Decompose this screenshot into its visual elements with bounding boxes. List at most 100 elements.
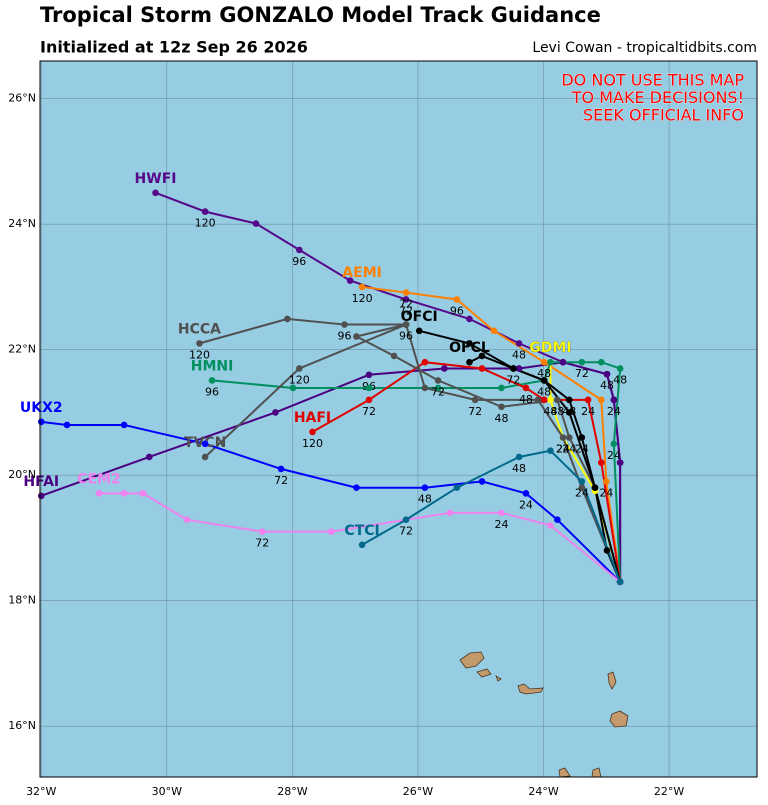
track-point	[201, 440, 209, 448]
track-point	[540, 396, 548, 404]
hour-label: 72	[274, 474, 288, 487]
y-tick-label: 26°N	[8, 92, 36, 105]
track-point	[578, 484, 586, 492]
model-name: CTCI	[344, 523, 379, 539]
track-point	[466, 315, 473, 323]
hour-label: 48	[537, 367, 551, 380]
hour-label: 96	[292, 255, 306, 268]
track-line	[99, 492, 621, 583]
model-name: OFCI	[401, 309, 438, 325]
track-point	[296, 246, 303, 254]
x-tick-label: 26°W	[403, 785, 433, 798]
track-point	[597, 459, 605, 466]
track-point	[441, 365, 448, 372]
y-tick-label: 20°N	[8, 468, 36, 481]
model-name: OFCL	[449, 340, 490, 356]
track-point	[578, 358, 586, 366]
track-point	[534, 396, 542, 404]
track-point	[421, 384, 429, 392]
island	[476, 668, 492, 678]
hour-label: 24	[575, 486, 589, 499]
track-point	[365, 371, 373, 379]
y-tick-label: 16°N	[8, 719, 36, 732]
island	[607, 671, 617, 690]
track-point	[272, 409, 279, 416]
hour-label: 48	[494, 412, 508, 425]
track-point	[309, 428, 316, 436]
track-point	[540, 377, 548, 384]
track-point	[565, 409, 573, 416]
islands	[459, 651, 629, 778]
model-name: HAFI	[294, 410, 331, 426]
credit: Levi Cowan - tropicaltidbits.com	[532, 40, 757, 56]
track-point	[478, 478, 486, 485]
hour-label: 96	[205, 385, 219, 398]
track-point	[402, 296, 410, 303]
warning: SEEK OFFICIAL INFO	[583, 106, 744, 125]
track-point	[37, 492, 45, 500]
track-point	[478, 352, 486, 360]
track-point	[597, 358, 605, 366]
hour-label: 48	[543, 405, 557, 418]
island	[459, 651, 485, 669]
x-tick-label: 30°W	[152, 785, 182, 798]
track-point	[471, 396, 479, 404]
track-point	[540, 358, 548, 366]
track-point	[616, 459, 624, 466]
model-name: UKX2	[20, 400, 63, 416]
island	[609, 710, 629, 728]
y-tick-label: 24°N	[8, 217, 36, 230]
model-name: HWFI	[135, 171, 177, 187]
track-point	[522, 490, 530, 497]
hour-label: 48	[537, 385, 551, 398]
track-point	[510, 365, 517, 372]
hour-label: 24	[607, 449, 621, 462]
track-point	[358, 541, 366, 549]
hour-label: 24	[607, 405, 621, 418]
island	[517, 683, 544, 695]
grid	[40, 61, 757, 777]
hour-label: 24	[519, 498, 533, 511]
track-point	[402, 516, 410, 524]
track-point	[434, 384, 442, 392]
hour-label: 24	[581, 405, 595, 418]
track-point	[365, 396, 373, 404]
track-point	[522, 384, 530, 392]
model-name: HCCA	[178, 321, 221, 337]
x-tick-label: 24°W	[528, 785, 558, 798]
hour-label: 72	[575, 367, 589, 380]
track-point	[208, 377, 216, 384]
hour-label: 120	[189, 348, 210, 361]
track-point	[466, 340, 473, 347]
track-point	[434, 377, 442, 384]
track-point	[341, 321, 348, 328]
track-line	[211, 361, 622, 582]
track-point	[277, 465, 285, 473]
track-point	[610, 396, 618, 404]
hour-label: 24	[494, 518, 508, 531]
track-point	[37, 418, 45, 426]
hour-label: 72	[506, 373, 520, 386]
track-point	[466, 358, 473, 366]
model-name: CEM2	[77, 471, 121, 487]
frame	[39, 60, 758, 778]
track-point	[446, 509, 454, 517]
model-name: GDMI	[529, 340, 571, 356]
subtitle: Initialized at 12z Sep 26 2026	[40, 38, 308, 57]
hour-label: 96	[338, 330, 352, 343]
hour-label: 24	[556, 443, 570, 456]
track-point	[597, 396, 605, 404]
track-point	[353, 484, 360, 492]
track-point	[390, 352, 398, 360]
track-point	[610, 440, 618, 448]
track-point	[559, 434, 567, 441]
hour-label: 120	[352, 292, 373, 305]
tracks: 24 48 72 96 120 HWFI 48 96 HFAI 24 48 96 72 120 AEMI 24…	[20, 171, 627, 586]
track-point	[515, 453, 523, 461]
hour-label: 72	[362, 405, 376, 418]
track-point	[365, 384, 373, 392]
track-point	[490, 327, 498, 335]
hour-label: 72	[399, 525, 413, 538]
